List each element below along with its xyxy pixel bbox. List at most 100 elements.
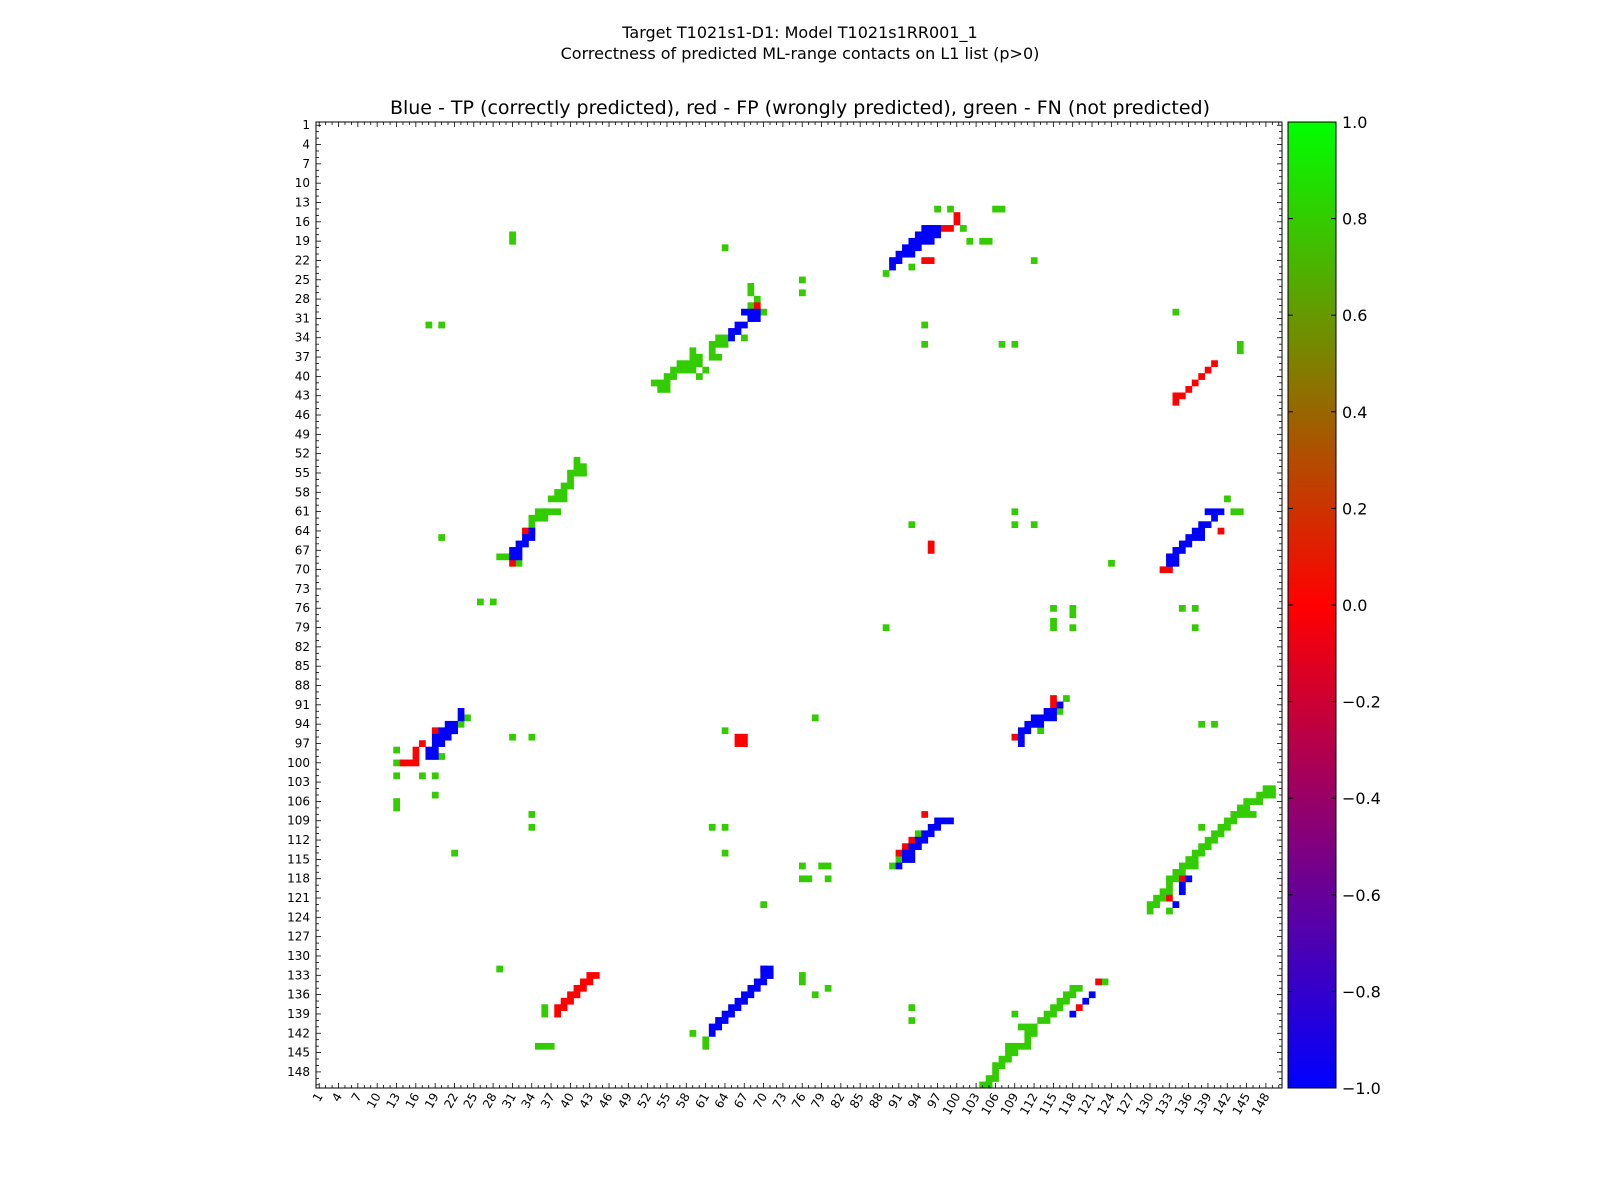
fp-contact-cell [554, 1010, 562, 1018]
fn-contact-cell [1043, 1010, 1051, 1018]
tp-contact-cell [908, 856, 916, 863]
fn-contact-cell [708, 347, 716, 355]
y-tick-label: 79 [295, 621, 310, 635]
tp-contact-cell [934, 231, 941, 239]
x-tick-label: 73 [770, 1091, 790, 1111]
tp-contact-cell [509, 547, 516, 554]
fp-contact-cell [580, 978, 587, 986]
y-tick-label: 115 [287, 852, 310, 866]
y-tick-label: 142 [287, 1026, 310, 1040]
tp-contact-cell [747, 984, 755, 992]
fn-contact-cell [393, 759, 401, 767]
fn-contact-cell [721, 849, 729, 857]
fn-contact-cell [541, 1042, 549, 1050]
fn-contact-cell [1037, 1017, 1045, 1024]
fn-contact-cell [1037, 727, 1045, 735]
colorbar-tick-label: 0.4 [1342, 403, 1367, 422]
y-tick-label: 88 [295, 679, 310, 693]
tp-contact-cell [515, 547, 523, 554]
fn-contact-cell [882, 270, 890, 277]
x-tick-label: 25 [461, 1091, 481, 1111]
figure-title-line2: Correctness of predicted ML-range contac… [561, 44, 1040, 63]
tp-contact-cell [753, 315, 761, 322]
fn-contact-cell [1191, 624, 1199, 632]
fn-contact-cell [741, 334, 748, 342]
fp-contact-cell [1204, 366, 1212, 374]
fn-contact-cell [715, 340, 723, 348]
fn-contact-cell [560, 482, 568, 490]
fn-contact-cell [451, 849, 458, 857]
fn-contact-cell [1172, 308, 1180, 316]
fn-contact-cell [431, 791, 439, 799]
x-tick-label: 10 [364, 1091, 384, 1111]
y-tick-label: 13 [295, 196, 310, 210]
tp-contact-cell [914, 843, 922, 851]
fn-contact-cell [1269, 791, 1276, 799]
colorbar-tick-label: −0.6 [1342, 886, 1381, 905]
tp-contact-cell [747, 991, 755, 999]
fn-contact-cell [663, 373, 671, 380]
tp-contact-cell [715, 1023, 723, 1031]
tp-contact-cell [457, 714, 465, 722]
x-tick-label: 145 [1230, 1091, 1254, 1118]
y-tick-label: 31 [295, 311, 310, 325]
tp-contact-cell [1172, 559, 1180, 567]
fn-contact-cell [560, 489, 568, 496]
fn-contact-cell [818, 862, 826, 870]
x-tick-label: 40 [557, 1091, 577, 1111]
fn-contact-cell [979, 1081, 987, 1089]
fn-contact-cell [1024, 1030, 1032, 1037]
fp-contact-cell [560, 1004, 568, 1012]
tp-contact-cell [1191, 527, 1199, 535]
x-tick-label: 64 [712, 1091, 732, 1111]
tp-contact-cell [927, 225, 935, 232]
tp-contact-cell [1172, 547, 1180, 554]
fn-contact-cell [1063, 997, 1070, 1005]
tp-contact-cell [908, 244, 916, 252]
fn-contact-cell [1056, 997, 1064, 1005]
fp-contact-cell [1178, 392, 1186, 400]
tp-contact-cell [522, 534, 529, 541]
fn-contact-cell [419, 772, 426, 780]
y-tick-label: 22 [295, 254, 310, 268]
tp-contact-cell [902, 856, 909, 863]
y-tick-label: 100 [287, 756, 310, 770]
fn-contact-cell [824, 862, 832, 870]
fn-contact-cell [1191, 605, 1199, 612]
x-tick-label: 49 [615, 1091, 635, 1111]
tp-contact-cell [908, 843, 916, 851]
fn-contact-cell [1153, 901, 1160, 908]
fp-contact-cell [921, 811, 929, 818]
y-tick-label: 121 [287, 891, 310, 905]
fn-contact-cell [805, 875, 813, 883]
tp-contact-cell [451, 720, 458, 728]
fp-contact-cell [908, 836, 916, 844]
fn-contact-cell [1198, 720, 1206, 728]
fn-contact-cell [528, 823, 536, 831]
fp-contact-cell [419, 740, 426, 747]
tp-contact-cell [734, 1004, 742, 1012]
y-tick-label: 133 [287, 968, 310, 982]
fn-contact-cell [1005, 1049, 1012, 1057]
fn-contact-cell [1024, 1036, 1032, 1044]
fn-contact-cell [689, 360, 697, 368]
fn-contact-cell [998, 1062, 1006, 1069]
y-tick-label: 64 [295, 524, 310, 538]
fn-contact-cell [1230, 508, 1238, 516]
tp-contact-cell [1185, 875, 1193, 883]
fn-contact-cell [1243, 811, 1251, 818]
tp-contact-cell [1178, 540, 1186, 548]
x-tick-label: 52 [635, 1091, 655, 1111]
fn-contact-cell [960, 225, 967, 232]
fn-contact-cell [573, 456, 581, 464]
tp-contact-cell [528, 534, 536, 541]
x-tick-label: 91 [886, 1091, 906, 1111]
fn-contact-cell [1204, 843, 1212, 851]
fn-contact-cell [1159, 888, 1167, 896]
x-tick-label: 118 [1056, 1091, 1080, 1118]
x-tick-label: 31 [499, 1091, 519, 1111]
colorbar-tick-label: −0.8 [1342, 982, 1381, 1001]
fn-contact-cell [1256, 791, 1263, 799]
x-tick-label: 124 [1094, 1091, 1118, 1118]
tp-contact-cell [1178, 881, 1186, 889]
